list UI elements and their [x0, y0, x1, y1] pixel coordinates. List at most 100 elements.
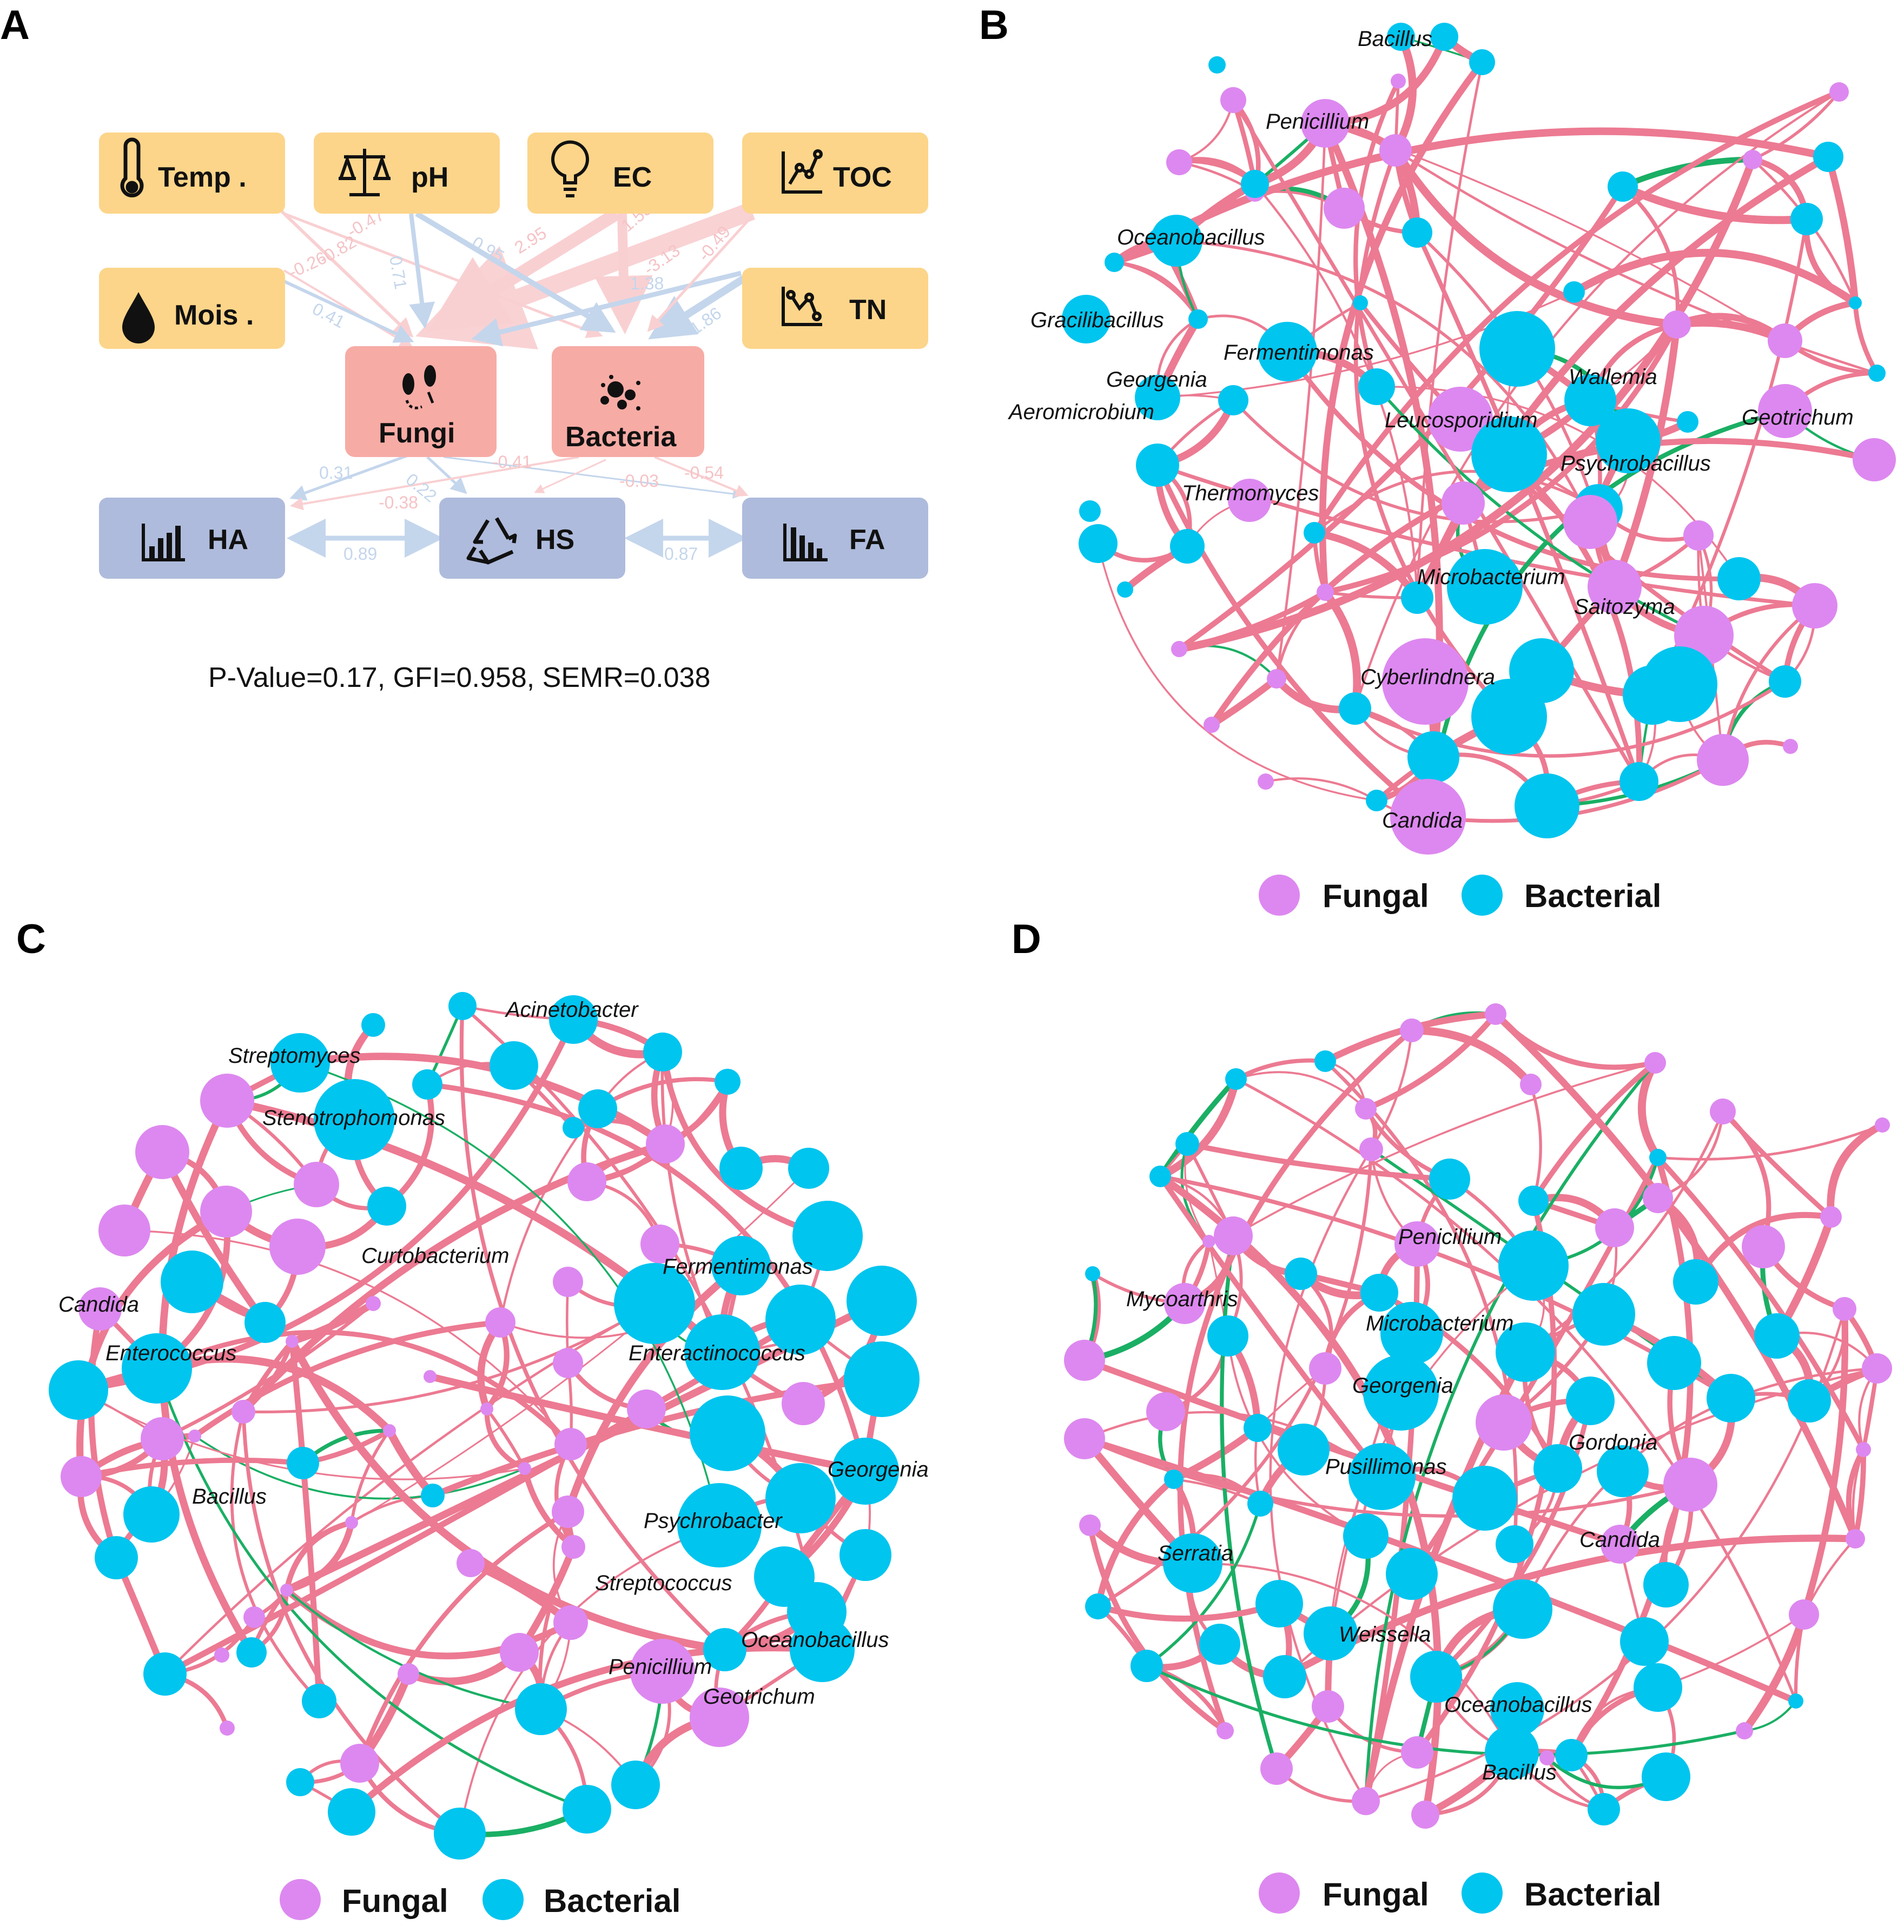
- bacterial-node: [1673, 1259, 1718, 1305]
- bacterial-node: [1062, 295, 1110, 343]
- bacterial-node: [1358, 368, 1395, 405]
- bacterial-node: [1208, 56, 1226, 74]
- bacterial-node: [1430, 23, 1458, 51]
- fungal-node: [188, 1430, 201, 1443]
- fungal-node: [340, 1744, 379, 1783]
- bacterial-node: [421, 1484, 445, 1507]
- path-bacteria-ha: [290, 456, 579, 511]
- fungal-node: [1079, 1514, 1101, 1536]
- network-c-labels: Acinetobacter Streptomyces Stenotrophomo…: [58, 998, 929, 1709]
- bacterial-node: [1263, 1655, 1306, 1698]
- bacterial-node: [270, 1033, 330, 1093]
- positive-correlation-edge: [160, 1301, 375, 1441]
- env-label-mois: Mois .: [174, 300, 254, 331]
- fungal-node: [269, 1219, 326, 1275]
- path-bacteria-hs: [534, 459, 606, 493]
- fungal-node: [630, 1639, 695, 1704]
- fungal-node: [1355, 1098, 1377, 1120]
- trend-chart-icon: [782, 287, 822, 326]
- positive-correlation-edge: [1353, 78, 1401, 389]
- bacterial-node: [1485, 1725, 1539, 1779]
- fungal-node: [1301, 99, 1350, 148]
- bacterial-node: [1496, 1322, 1555, 1382]
- positive-correlation-edge: [88, 1306, 120, 1561]
- fungal-node: [627, 1390, 666, 1428]
- positive-correlation-edge: [1800, 1305, 1849, 1618]
- positive-correlation-edge: [1264, 777, 1378, 802]
- taxon-label: Fermentimonas: [1224, 341, 1374, 365]
- bacterial-node: [302, 1684, 336, 1718]
- env-label-ec: EC: [613, 162, 652, 193]
- bacterial-node: [788, 1148, 829, 1189]
- bacterial-node: [1649, 1149, 1667, 1166]
- taxon-label: Gracilibacillus: [1030, 308, 1164, 332]
- bacterial-node: [703, 1628, 746, 1671]
- fungal-node: [1312, 1690, 1344, 1723]
- path-temp-fungi: [280, 209, 414, 338]
- taxon-label: Thermomyces: [1182, 481, 1319, 505]
- fungal-node: [1217, 1722, 1234, 1739]
- fungal-node: [1485, 1003, 1506, 1025]
- bacterial-node: [490, 1041, 538, 1090]
- taxon-label: Curtobacterium: [361, 1244, 509, 1268]
- coef-tn-fungi: 1.38: [630, 274, 664, 293]
- positive-correlation-edge: [1416, 61, 1484, 599]
- fungal-node: [1697, 734, 1749, 786]
- coef-hs-fa: 0.87: [664, 544, 698, 564]
- bacterial-node: [1490, 1682, 1544, 1736]
- taxon-label: Leucosporidium: [1385, 408, 1537, 432]
- bacterial-node: [1471, 416, 1547, 492]
- bacterial-legend-swatch: [1462, 1873, 1503, 1914]
- legend-label-bacterial: Bacterial: [1524, 878, 1661, 914]
- network-d: [1064, 1003, 1892, 1829]
- bacterial-node: [1642, 1752, 1690, 1801]
- panel-b: B Bacillus Penicillium Oceanobacillus Gr…: [979, 2, 1896, 916]
- fungal-node: [1317, 584, 1334, 601]
- positive-correlation-edge: [1311, 89, 1842, 536]
- fungal-node: [280, 1584, 293, 1597]
- legend-label-fungal: Fungal: [1323, 1876, 1429, 1913]
- positive-correlation-edge: [1319, 58, 1486, 596]
- coef-fungi-ha: 0.31: [319, 463, 353, 482]
- negative-correlation-edge: [1145, 1664, 1746, 1757]
- fungal-node: [135, 1125, 189, 1179]
- humus-label-ha: HA: [208, 524, 248, 555]
- fungal-node: [561, 1535, 585, 1559]
- humus-label-hs: HS: [536, 524, 574, 555]
- fungal-node: [1783, 739, 1798, 754]
- bacterial-node: [1247, 1491, 1273, 1517]
- bacterial-node: [1207, 1315, 1248, 1357]
- humus-label-fa: FA: [849, 524, 885, 555]
- positive-correlation-edge: [459, 1524, 720, 1835]
- fungal-node: [553, 1605, 588, 1640]
- positive-correlation-edge: [1720, 1109, 1834, 1220]
- bacterial-node: [1471, 679, 1547, 755]
- fungal-node: [553, 1348, 583, 1378]
- network-b-labels: Bacillus Penicillium Oceanobacillus Grac…: [1008, 27, 1854, 832]
- bacterial-node: [286, 1768, 314, 1796]
- positive-correlation-edge: [1853, 300, 1880, 376]
- panel-letter-b: B: [979, 2, 1009, 48]
- taxon-label: Georgenia: [1106, 368, 1207, 392]
- taxon-label: Microbacterium: [1417, 565, 1565, 589]
- bacterial-node: [412, 1069, 442, 1100]
- positive-correlation-edge: [1394, 149, 1879, 375]
- positive-correlation-edge: [1192, 1562, 1513, 1754]
- taxon-label: Penicillium: [1266, 110, 1369, 134]
- fungal-node: [1202, 1235, 1215, 1248]
- fungal-node: [1401, 1736, 1433, 1769]
- env-box-ec: EC: [527, 133, 713, 214]
- fungal-node: [366, 1296, 381, 1311]
- fungal-node: [1220, 87, 1246, 113]
- positive-correlation-edge: [351, 1167, 810, 1524]
- fungal-node: [1768, 323, 1802, 358]
- taxon-label: Psychrobacillus: [1561, 452, 1711, 475]
- taxon-label: Enteractinococcus: [629, 1341, 805, 1365]
- fungal-node: [1601, 1525, 1639, 1564]
- fungal-node: [294, 1162, 339, 1207]
- bacterial-node: [1790, 203, 1823, 235]
- coef-mois-fungi: 0.41: [309, 299, 348, 332]
- positive-correlation-edge: [1155, 462, 1431, 819]
- bacterial-node: [1343, 1513, 1389, 1559]
- bacterial-node: [236, 1637, 267, 1668]
